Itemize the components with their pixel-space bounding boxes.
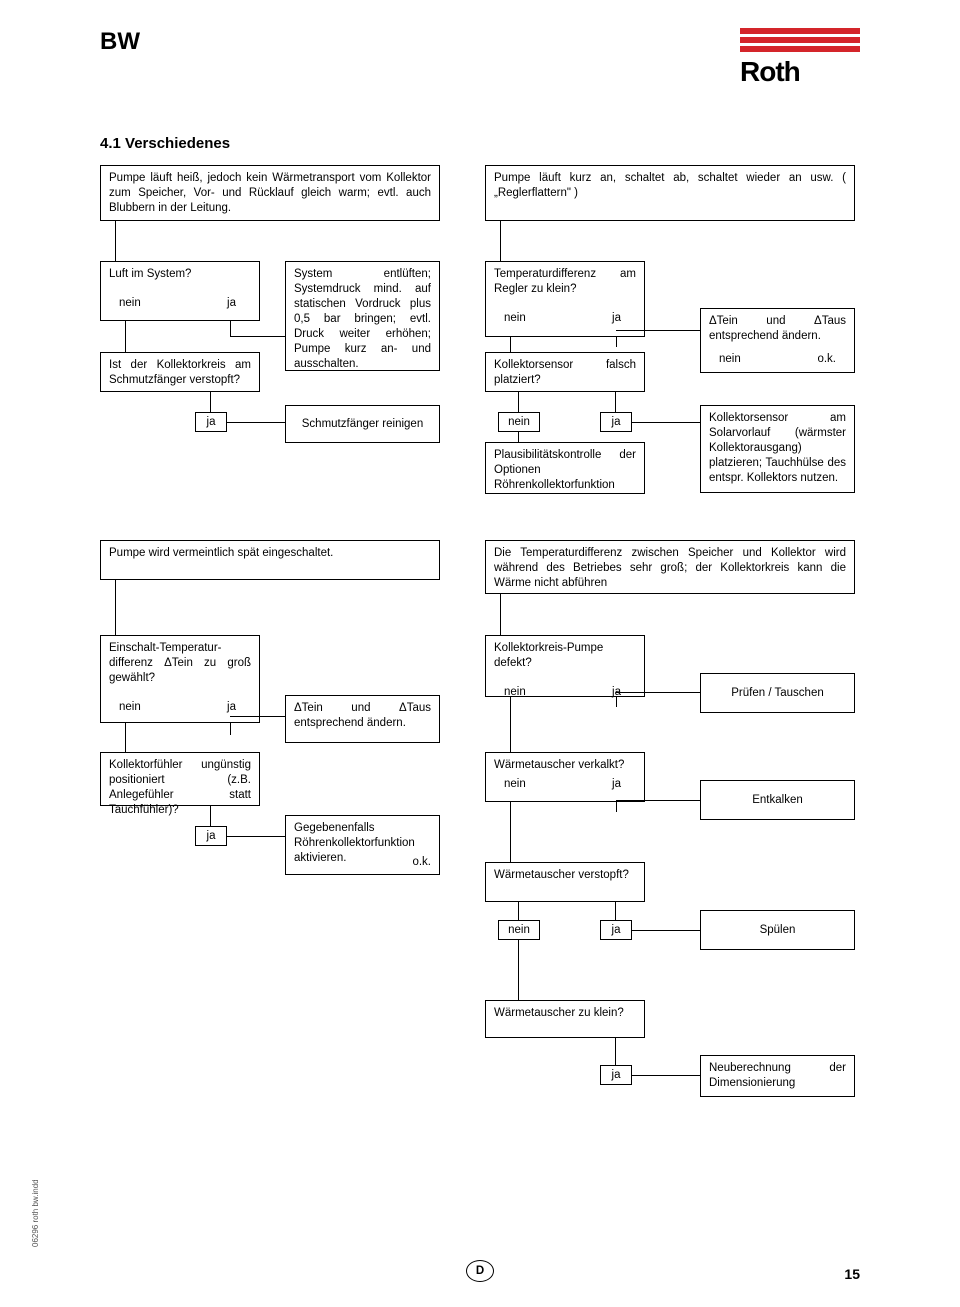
conn [616, 800, 700, 801]
box-pumpe-defekt: Kollektorkreis-Pumpe defekt? nein ja [485, 635, 645, 697]
conn [616, 330, 700, 331]
box-tein-taus: ΔTein und ΔTaus entsprechend ändern. nei… [700, 308, 855, 373]
box-fuehler: Kollektorfühler ungünstig positioniert (… [100, 752, 260, 806]
nein-box: nein [498, 412, 540, 432]
ja-box: ja [195, 412, 227, 432]
conn [210, 392, 211, 412]
ja-label: ja [612, 311, 621, 326]
tempdiff-text: Temperaturdifferenz am Regler zu klein? [494, 267, 636, 297]
conn [500, 594, 501, 635]
conn [227, 836, 285, 837]
box-zu-klein: Wärmetauscher zu klein? [485, 1000, 645, 1038]
conn [616, 337, 617, 347]
ja-box: ja [600, 920, 632, 940]
page-code: BW [100, 28, 140, 56]
conn [510, 802, 511, 862]
nein-label: nein [504, 778, 526, 790]
conn [615, 392, 616, 412]
conn [518, 392, 519, 412]
conn [230, 723, 231, 735]
ja-label: ja [227, 700, 236, 715]
ja-box: ja [600, 1065, 632, 1085]
conn [632, 930, 700, 931]
conn [210, 806, 211, 826]
conn [518, 940, 519, 1000]
ja-box: ja [600, 412, 632, 432]
conn [615, 1038, 616, 1065]
conn [616, 697, 617, 707]
ok-label: o.k. [412, 855, 431, 870]
conn [230, 716, 285, 717]
box-spuelen: Spülen [700, 910, 855, 950]
box-verstopft: Wärmetauscher verstopft? [485, 862, 645, 902]
ja-box: ja [195, 826, 227, 846]
nein-label: nein [119, 297, 141, 309]
conn [632, 422, 700, 423]
nein-label: nein [504, 312, 526, 324]
page-number: 15 [844, 1266, 860, 1282]
side-doc-id: 06296 roth bw.indd [31, 1179, 40, 1247]
box-einschalt: Einschalt-Temperatur-differenz ΔTein zu … [100, 635, 260, 723]
section-heading: 4.1 Verschiedenes [100, 135, 230, 152]
conn [500, 221, 501, 261]
ja-label: ja [612, 777, 621, 792]
ok-label: o.k. [817, 352, 836, 367]
conn [616, 802, 617, 812]
conn [230, 321, 231, 337]
conn [115, 221, 116, 261]
box-plausib: Plausibilitätskontrolle der Optionen Röh… [485, 442, 645, 494]
logo-text: Roth [740, 56, 860, 88]
box-reinigen: Schmutzfänger reinigen [285, 405, 440, 443]
box-roehren: Gegebenenfalls Röhrenkollektorfunktion a… [285, 815, 440, 875]
conn [632, 1075, 700, 1076]
conn [616, 692, 700, 693]
box-top-right: Pumpe läuft kurz an, schaltet ab, schalt… [485, 165, 855, 221]
ja-label: ja [227, 296, 236, 311]
conn [227, 422, 285, 423]
pumpe-defekt-text: Kollektorkreis-Pumpe defekt? [494, 641, 636, 671]
box-entkalken: Entkalken [700, 780, 855, 820]
conn [115, 580, 116, 635]
nein-label: nein [719, 353, 741, 365]
box-kollektorkreis: Ist der Kollektorkreis am Schmutzfänger … [100, 352, 260, 392]
conn [615, 902, 616, 920]
einschalt-text: Einschalt-Temperatur-differenz ΔTein zu … [109, 641, 251, 686]
nein-label: nein [504, 686, 526, 698]
box-tempdiff: Temperaturdifferenz am Regler zu klein? … [485, 261, 645, 337]
nein-box: nein [498, 920, 540, 940]
luft-text: Luft im System? [109, 267, 251, 282]
nein-label: nein [119, 701, 141, 713]
conn [510, 337, 511, 352]
box-entlueften: System entlüften; Systemdruck mind. auf … [285, 261, 440, 371]
verkalkt-text: Wärmetauscher verkalkt? [494, 758, 636, 773]
roehren-text: Gegebenenfalls Röhrenkollektorfunktion a… [294, 821, 431, 866]
box-luft: Luft im System? nein ja [100, 261, 260, 321]
box-top-left: Pumpe läuft heiß, jedoch kein Wärmetrans… [100, 165, 440, 221]
box-neuberech: Neuberechnung der Dimensionierung [700, 1055, 855, 1097]
box-falsch-platziert: Kollektorsensor falsch platziert? [485, 352, 645, 392]
box-tein-taus2: ΔTein und ΔTaus entsprechend ändern. [285, 695, 440, 743]
conn [125, 723, 126, 752]
roth-logo: Roth [740, 28, 860, 88]
box-tempdiff-big: Die Temperaturdifferenz zwischen Speiche… [485, 540, 855, 594]
box-verkalkt: Wärmetauscher verkalkt? nein ja [485, 752, 645, 802]
box-pumpe-spaet: Pumpe wird vermeintlich spät eingeschalt… [100, 540, 440, 580]
conn [230, 336, 285, 337]
conn [125, 321, 126, 352]
box-pruefen: Prüfen / Tauschen [700, 673, 855, 713]
tein-taus-text: ΔTein und ΔTaus entsprechend ändern. [709, 314, 846, 344]
box-sensor-platz: Kollektorsensor am Solarvorlauf (wärmste… [700, 405, 855, 493]
conn [518, 432, 519, 442]
conn [510, 697, 511, 752]
lang-badge: D [466, 1260, 494, 1282]
conn [518, 902, 519, 920]
